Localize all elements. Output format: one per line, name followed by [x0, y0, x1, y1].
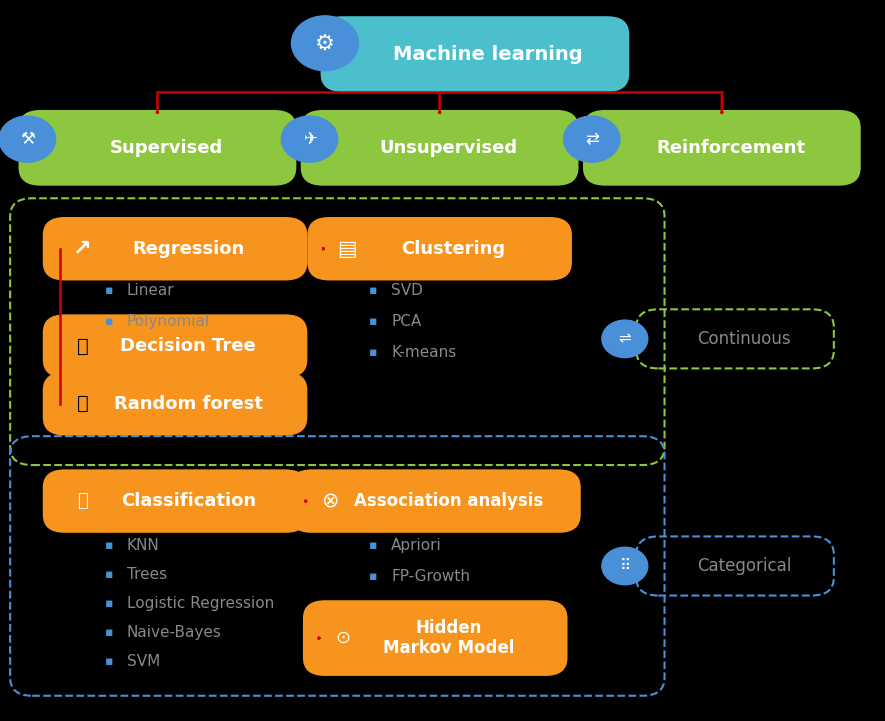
FancyBboxPatch shape	[307, 217, 572, 280]
FancyBboxPatch shape	[42, 217, 307, 280]
Text: SVD: SVD	[391, 283, 423, 298]
Circle shape	[602, 547, 648, 585]
FancyBboxPatch shape	[320, 16, 629, 92]
Text: ▪: ▪	[104, 539, 113, 552]
Text: Regression: Regression	[132, 240, 244, 257]
Text: PCA: PCA	[391, 314, 421, 329]
Text: Naive-Bayes: Naive-Bayes	[127, 625, 221, 640]
Text: Reinforcement: Reinforcement	[656, 139, 805, 156]
Text: ▪: ▪	[369, 284, 378, 297]
Text: Random forest: Random forest	[114, 395, 263, 412]
Text: ▪: ▪	[104, 655, 113, 668]
Text: ⚙: ⚙	[315, 33, 335, 53]
Text: Logistic Regression: Logistic Regression	[127, 596, 273, 611]
Text: ▪: ▪	[104, 568, 113, 581]
FancyBboxPatch shape	[303, 600, 567, 676]
Text: Decision Tree: Decision Tree	[120, 337, 256, 355]
Circle shape	[564, 116, 620, 162]
Text: Classification: Classification	[120, 492, 256, 510]
Text: ▪: ▪	[104, 626, 113, 639]
Circle shape	[281, 116, 338, 162]
Text: ⠿: ⠿	[620, 559, 630, 573]
Text: Polynomial: Polynomial	[127, 314, 210, 329]
Text: ⛓: ⛓	[77, 492, 88, 510]
Text: 🌲: 🌲	[77, 337, 88, 355]
Text: ⇌: ⇌	[619, 332, 631, 346]
Text: ▪: ▪	[369, 570, 378, 583]
Text: Supervised: Supervised	[110, 139, 223, 156]
Text: ▪: ▪	[104, 597, 113, 610]
Text: SVM: SVM	[127, 654, 160, 668]
Circle shape	[291, 16, 358, 71]
Text: ▪: ▪	[369, 315, 378, 328]
Text: 🌳: 🌳	[77, 394, 88, 413]
Text: Clustering: Clustering	[401, 240, 505, 257]
Text: ▪: ▪	[369, 346, 378, 359]
Text: ▪: ▪	[104, 315, 113, 328]
FancyBboxPatch shape	[289, 469, 581, 533]
FancyBboxPatch shape	[42, 314, 307, 378]
Circle shape	[0, 116, 56, 162]
Text: ⇄: ⇄	[585, 131, 598, 148]
Text: ▪: ▪	[369, 539, 378, 552]
Text: ↗: ↗	[73, 239, 92, 259]
Text: Linear: Linear	[127, 283, 174, 298]
Text: ⊙: ⊙	[335, 629, 350, 647]
Text: K-means: K-means	[391, 345, 457, 360]
FancyBboxPatch shape	[583, 110, 861, 185]
FancyBboxPatch shape	[42, 372, 307, 435]
Circle shape	[602, 320, 648, 358]
Text: ▤: ▤	[337, 239, 357, 259]
FancyBboxPatch shape	[42, 469, 307, 533]
Text: ✈: ✈	[303, 131, 317, 148]
Text: Trees: Trees	[127, 567, 166, 582]
Text: Association analysis: Association analysis	[354, 492, 543, 510]
Text: Categorical: Categorical	[696, 557, 791, 575]
Text: ⊗: ⊗	[320, 491, 338, 511]
Text: KNN: KNN	[127, 539, 159, 553]
Text: ⚒: ⚒	[19, 131, 35, 148]
Text: Machine learning: Machine learning	[393, 45, 583, 63]
Text: Apriori: Apriori	[391, 539, 442, 553]
FancyBboxPatch shape	[19, 110, 296, 185]
Text: Unsupervised: Unsupervised	[380, 139, 518, 156]
Text: FP-Growth: FP-Growth	[391, 570, 470, 584]
Text: Hidden
Markov Model: Hidden Markov Model	[383, 619, 514, 658]
Text: ▪: ▪	[104, 284, 113, 297]
Text: Continuous: Continuous	[697, 330, 790, 348]
FancyBboxPatch shape	[301, 110, 579, 185]
